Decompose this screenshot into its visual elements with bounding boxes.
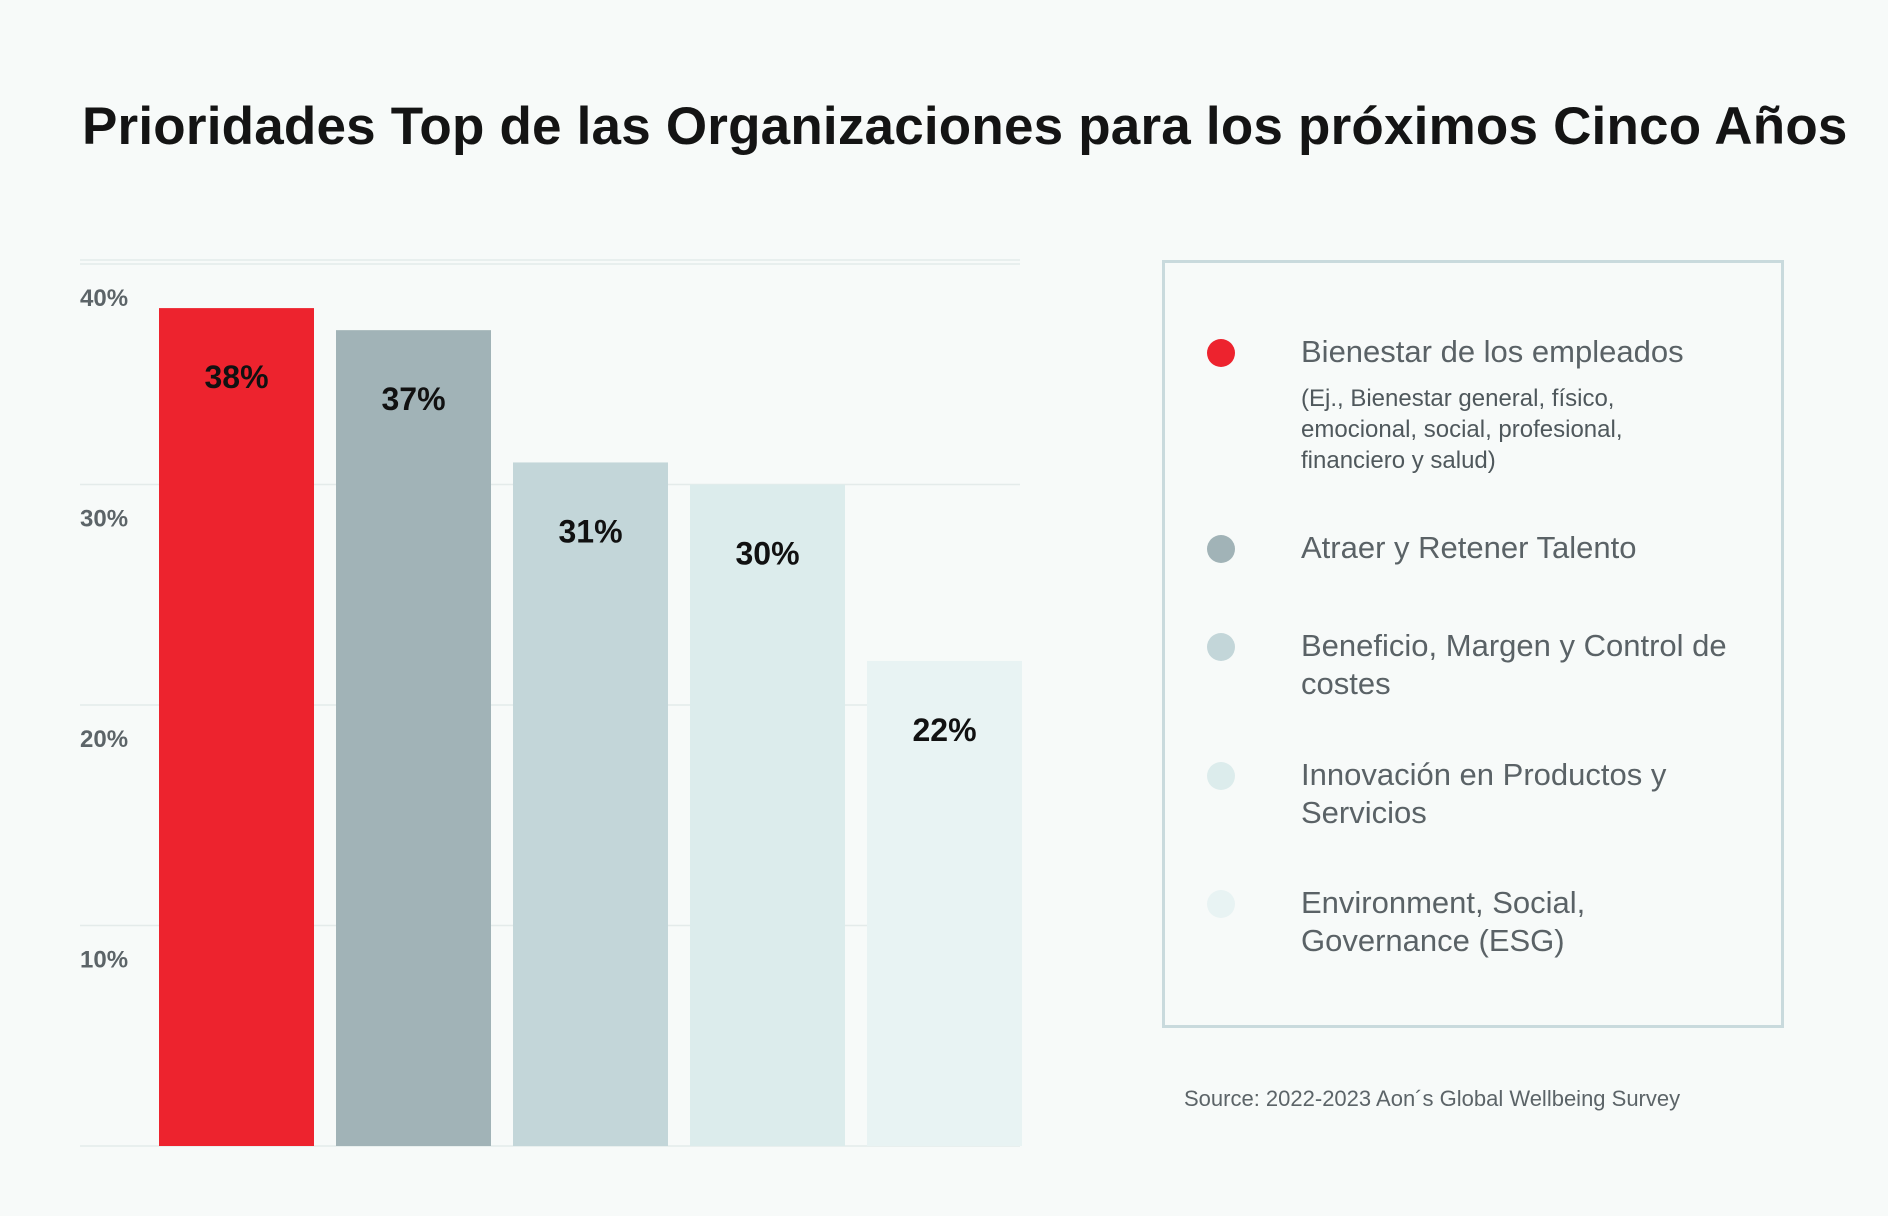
- bar-3: [513, 462, 668, 1146]
- bar-value-label: 30%: [735, 536, 799, 572]
- legend-dot-icon: [1207, 633, 1235, 661]
- legend-label: Atraer y Retener Talento: [1301, 530, 1637, 565]
- bar-5: [867, 660, 1022, 1146]
- legend-dot-icon: [1207, 890, 1235, 918]
- legend-dot-icon: [1207, 535, 1235, 563]
- chart-title: Prioridades Top de las Organizaciones pa…: [82, 97, 1848, 156]
- y-tick-label: 20%: [80, 726, 128, 753]
- legend-dot-icon: [1207, 339, 1235, 367]
- legend-description: (Ej., Bienestar general, físico, emocion…: [1301, 385, 1623, 474]
- y-tick-label: 10%: [80, 947, 128, 974]
- bar-value-label: 22%: [912, 712, 976, 748]
- bar-2: [336, 330, 491, 1146]
- source-note: Source: 2022-2023 Aon´s Global Wellbeing…: [1184, 1086, 1681, 1111]
- y-tick-label: 40%: [80, 285, 128, 312]
- bar-1: [159, 308, 314, 1147]
- legend-label: Beneficio, Margen y Control de costes: [1301, 628, 1727, 701]
- bar-value-label: 37%: [381, 381, 445, 417]
- bar-4: [690, 484, 845, 1146]
- legend-dot-icon: [1207, 762, 1235, 790]
- legend-label: Bienestar de los empleados: [1301, 334, 1684, 369]
- bar-value-label: 31%: [558, 513, 622, 549]
- bar-value-label: 38%: [204, 359, 268, 395]
- legend: Bienestar de los empleados (Ej., Bienest…: [1162, 260, 1784, 1028]
- y-tick-label: 30%: [80, 506, 128, 533]
- legend-label: Environment, Social, Governance (ESG): [1301, 885, 1586, 958]
- legend-label: Innovación en Productos y Servicios: [1301, 757, 1667, 830]
